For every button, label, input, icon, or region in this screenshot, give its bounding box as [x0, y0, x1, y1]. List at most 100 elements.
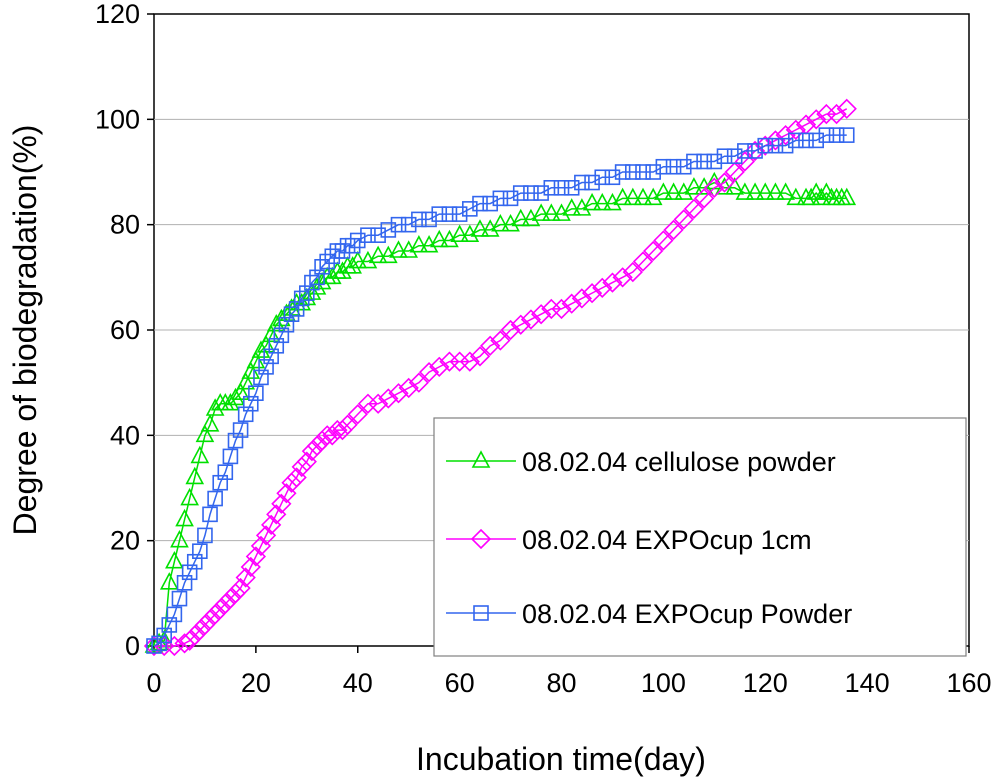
data-point: [704, 177, 725, 198]
data-point: [633, 187, 653, 206]
data-point: [439, 351, 460, 372]
data-point: [156, 627, 172, 644]
data-point: [622, 261, 643, 283]
data-point: [675, 158, 692, 175]
data-point: [349, 232, 366, 249]
data-point: [400, 216, 417, 233]
data-point: [543, 180, 560, 196]
data-point: [337, 414, 358, 435]
data-point: [459, 351, 480, 372]
data-point: [614, 164, 631, 180]
data-point: [798, 132, 814, 149]
data-point: [231, 382, 250, 401]
data-point: [818, 127, 835, 143]
data-point: [491, 213, 510, 232]
data-point: [561, 293, 582, 314]
data-point: [653, 230, 674, 251]
data-point: [317, 425, 338, 446]
series-line-1: [154, 108, 848, 647]
y-tick-label-40: 40: [110, 420, 140, 450]
data-point: [334, 243, 351, 259]
data-point: [195, 424, 215, 443]
data-point: [199, 609, 221, 630]
data-point: [706, 153, 723, 170]
y-tick-label-60: 60: [110, 315, 140, 345]
data-point: [146, 638, 162, 654]
legend-label: 08.02.04 cellulose powder: [522, 447, 836, 477]
data-point: [449, 351, 470, 372]
legend-box: [433, 417, 967, 657]
data-point: [643, 240, 664, 262]
data-point: [663, 219, 684, 241]
x-tick-label-20: 20: [241, 668, 271, 698]
data-point: [200, 414, 220, 432]
data-point: [541, 298, 562, 320]
data-point: [306, 435, 328, 456]
data-point: [348, 250, 368, 269]
data-point: [801, 187, 821, 206]
tick-labels: 0 20 40 60 80 100 120 0 20 40 60 80 100 120 140 160: [95, 0, 992, 698]
data-point: [409, 235, 429, 253]
data-point: [541, 203, 561, 221]
data-point: [332, 419, 353, 441]
data-point: [665, 158, 682, 175]
data-point: [181, 564, 198, 581]
data-point: [462, 201, 478, 217]
data-point: [166, 606, 183, 623]
y-axis-title: Degree of biodegradation(%): [7, 125, 43, 536]
data-point: [482, 195, 498, 212]
data-point: [724, 161, 745, 183]
data-point: [293, 290, 310, 307]
data-point: [838, 127, 855, 143]
data-point: [237, 406, 254, 423]
data-point: [236, 371, 256, 390]
data-point: [625, 164, 641, 180]
data-point: [327, 419, 348, 441]
data-point: [165, 551, 184, 569]
y-tick-label-0: 0: [125, 631, 140, 661]
data-point: [389, 240, 408, 258]
data-point: [826, 103, 847, 125]
x-tick-label-100: 100: [641, 668, 686, 698]
data-point: [222, 448, 239, 465]
data-point: [212, 474, 229, 491]
x-tick-label-60: 60: [445, 668, 475, 698]
data-point: [190, 445, 210, 464]
series-2: [146, 127, 855, 654]
data-point: [202, 506, 218, 523]
data-point: [357, 393, 379, 414]
data-point: [592, 192, 612, 211]
x-tick-label-160: 160: [946, 668, 991, 698]
data-point: [398, 377, 419, 399]
data-point: [253, 369, 269, 386]
data-point: [533, 185, 549, 201]
data-point: [530, 304, 552, 325]
data-point: [368, 245, 388, 264]
data-point: [186, 553, 203, 570]
data-point: [654, 182, 673, 200]
data-point: [745, 182, 765, 200]
data-point: [612, 267, 633, 288]
data-point: [510, 314, 531, 335]
data-point: [197, 527, 213, 544]
data-point: [441, 206, 458, 222]
legend-entry-1: 08.02.04 EXPOcup 1cm: [446, 525, 812, 555]
data-point: [512, 185, 529, 201]
data-point: [450, 224, 469, 242]
data-point: [693, 188, 715, 209]
data-point: [715, 177, 734, 195]
data-point: [311, 430, 333, 451]
data-point: [686, 153, 702, 170]
data-point: [324, 248, 341, 265]
data-point: [563, 180, 580, 196]
data-point: [232, 422, 249, 438]
data-point: [714, 172, 735, 193]
data-point: [786, 187, 806, 206]
data-point: [632, 251, 654, 272]
data-point: [623, 187, 643, 206]
y-tick-label-80: 80: [110, 210, 140, 240]
data-point: [735, 182, 755, 200]
data-point: [592, 277, 613, 298]
data-point: [470, 219, 490, 237]
data-point: [299, 285, 315, 301]
